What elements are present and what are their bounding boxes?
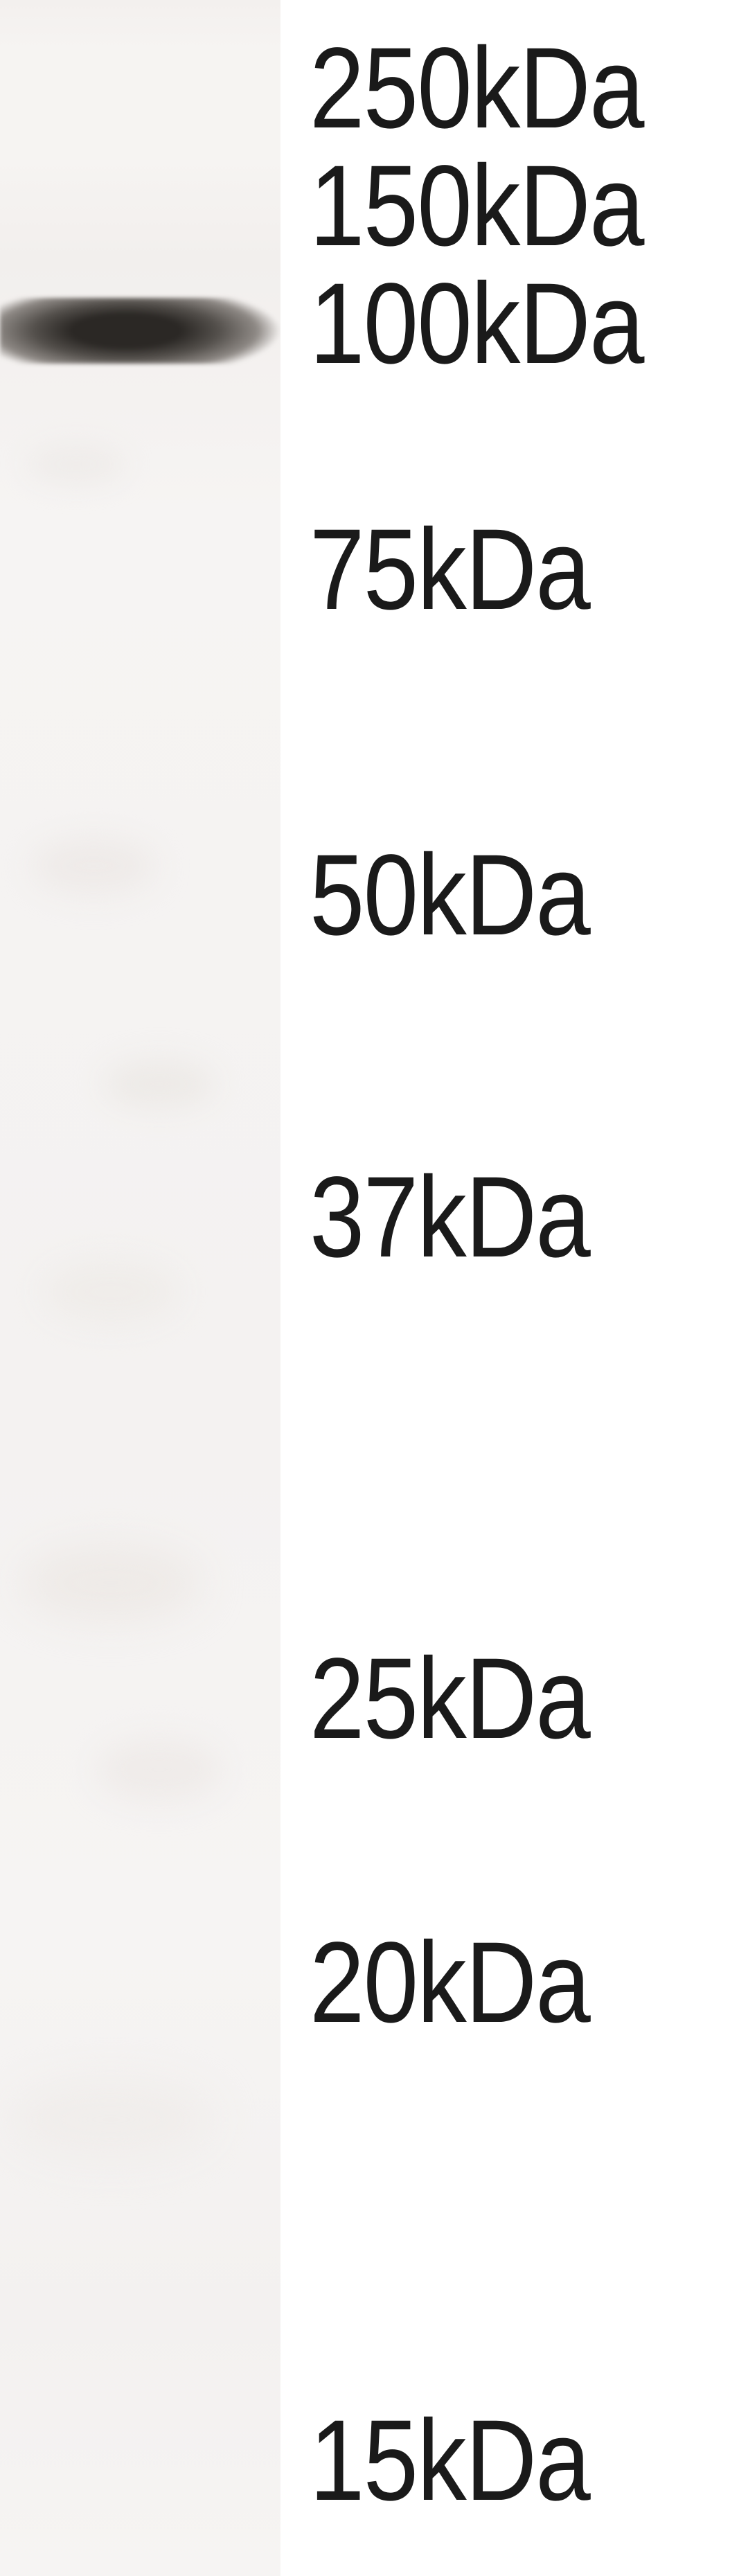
mw-label: 37kDa xyxy=(310,1160,589,1275)
blot-noise xyxy=(31,838,156,894)
mw-label: 250kDa xyxy=(310,31,643,146)
blot-noise xyxy=(104,1060,215,1108)
protein-band xyxy=(0,298,280,364)
blot-noise xyxy=(7,2078,215,2161)
blot-noise xyxy=(97,1739,222,1801)
blot-noise xyxy=(42,1261,180,1323)
mw-label: 20kDa xyxy=(310,1926,589,2041)
mw-label: 75kDa xyxy=(310,513,589,628)
figure-container: 250kDa150kDa100kDa 75kDa 50kDa 37kDa 25kDa 20… xyxy=(0,0,748,2576)
blot-noise xyxy=(21,1545,201,1621)
mw-label: 100kDa xyxy=(310,267,643,382)
blot-noise xyxy=(28,443,125,485)
blot-lane xyxy=(0,0,280,2576)
mw-label: 150kDa xyxy=(310,149,643,264)
molecular-weight-labels: 250kDa150kDa100kDa 75kDa 50kDa 37kDa 25kDa 20… xyxy=(280,0,748,2576)
mw-label: 50kDa xyxy=(310,838,589,953)
mw-label: 15kDa xyxy=(310,2404,589,2519)
mw-label: 25kDa xyxy=(310,1642,589,1757)
